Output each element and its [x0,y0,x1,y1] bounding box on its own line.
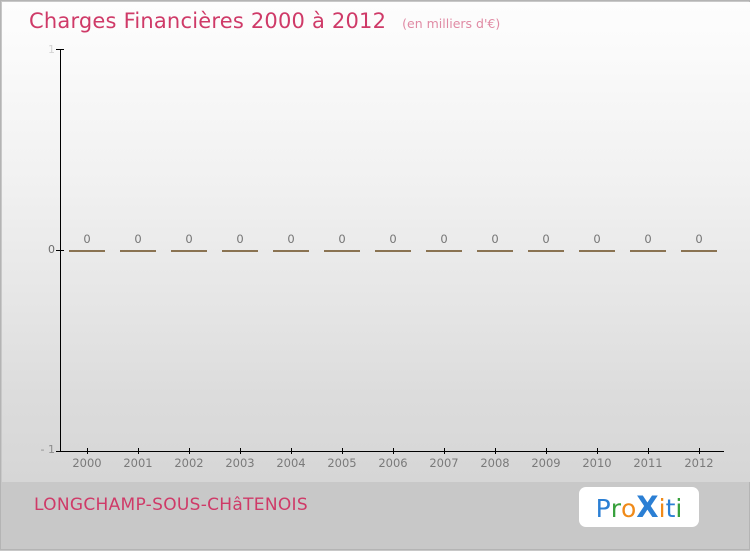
bar-zero-line-2012 [681,250,717,252]
x-axis-label-2003: 2003 [225,456,255,470]
x-tick-mark-2000 [87,448,88,454]
x-tick-mark-2007 [444,448,445,454]
logo-letter-o: o [620,493,637,523]
bar-zero-line-2009 [528,250,564,252]
x-axis-label-2005: 2005 [327,456,357,470]
bar-zero-line-2008 [477,250,513,252]
bar-value-label-2011: 0 [644,232,652,246]
bar-value-label-2007: 0 [440,232,448,246]
bar-2001: 0 [116,49,160,452]
x-axis-label-2002: 2002 [174,456,204,470]
x-tick-mark-2010 [597,448,598,454]
bar-2004: 0 [269,49,313,452]
chart-subtitle: (en milliers d'€) [402,16,501,31]
chart-title: Charges Financières 2000 à 2012 [29,9,387,33]
x-tick-mark-2002 [189,448,190,454]
commune-name: LONGCHAMP-SOUS-CHâTENOIS [34,495,308,515]
bar-value-label-2002: 0 [185,232,193,246]
x-axis-label-2006: 2006 [378,456,408,470]
proxiti-logo[interactable]: ProXiti [579,487,699,527]
bar-2002: 0 [167,49,211,452]
bar-value-label-2004: 0 [287,232,295,246]
bar-zero-line-2000 [69,250,105,252]
bar-value-label-2005: 0 [338,232,346,246]
x-axis-label-2007: 2007 [429,456,459,470]
x-tick-mark-2001 [138,448,139,454]
x-axis-label-2011: 2011 [633,456,663,470]
bar-zero-line-2010 [579,250,615,252]
x-axis-label-2000: 2000 [72,456,102,470]
bar-value-label-2006: 0 [389,232,397,246]
bar-value-label-2010: 0 [593,232,601,246]
bar-2011: 0 [626,49,670,452]
bar-series: 0 0 0 0 0 0 0 0 0 0 0 0 0 [60,49,724,452]
bar-value-label-2009: 0 [542,232,550,246]
bar-zero-line-2003 [222,250,258,252]
logo-letter-t: t [665,493,676,523]
logo-letter-p: P [595,493,611,523]
x-axis-label-2010: 2010 [582,456,612,470]
bar-zero-line-2001 [120,250,156,252]
bar-zero-line-2005 [324,250,360,252]
x-axis-label-2012: 2012 [684,456,714,470]
x-tick-mark-2003 [240,448,241,454]
x-axis-label-2008: 2008 [480,456,510,470]
bar-2010: 0 [575,49,619,452]
bar-2005: 0 [320,49,364,452]
x-axis-label-2001: 2001 [123,456,153,470]
bar-value-label-2001: 0 [134,232,142,246]
bar-zero-line-2004 [273,250,309,252]
x-tick-mark-2012 [699,448,700,454]
logo-letter-i-first: i [658,493,666,523]
logo-letter-i-second: i [675,493,683,523]
x-tick-mark-2006 [393,448,394,454]
logo-letter-x: X [636,489,659,524]
x-axis-label-2009: 2009 [531,456,561,470]
bar-value-label-2000: 0 [83,232,91,246]
bar-value-label-2003: 0 [236,232,244,246]
bar-zero-line-2007 [426,250,462,252]
bar-2012: 0 [677,49,721,452]
x-tick-mark-2008 [495,448,496,454]
logo-letter-r: r [610,493,621,523]
x-axis-label-2004: 2004 [276,456,306,470]
bar-2007: 0 [422,49,466,452]
bar-value-label-2012: 0 [695,232,703,246]
bar-zero-line-2011 [630,250,666,252]
bar-zero-line-2002 [171,250,207,252]
proxiti-logo-text: ProXiti [595,489,683,524]
bar-2000: 0 [65,49,109,452]
x-tick-mark-2009 [546,448,547,454]
x-tick-mark-2011 [648,448,649,454]
bar-2008: 0 [473,49,517,452]
bar-2009: 0 [524,49,568,452]
x-tick-mark-2005 [342,448,343,454]
plot-background-panel [2,2,750,482]
bar-value-label-2008: 0 [491,232,499,246]
bar-zero-line-2006 [375,250,411,252]
bar-2006: 0 [371,49,415,452]
x-tick-mark-2004 [291,448,292,454]
bar-2003: 0 [218,49,262,452]
chart-header: Charges Financières 2000 à 2012 (en mill… [29,9,500,33]
x-axis-ticks: 2000 2001 2002 2003 2004 2005 2006 2007 2008 2009… [60,448,724,479]
